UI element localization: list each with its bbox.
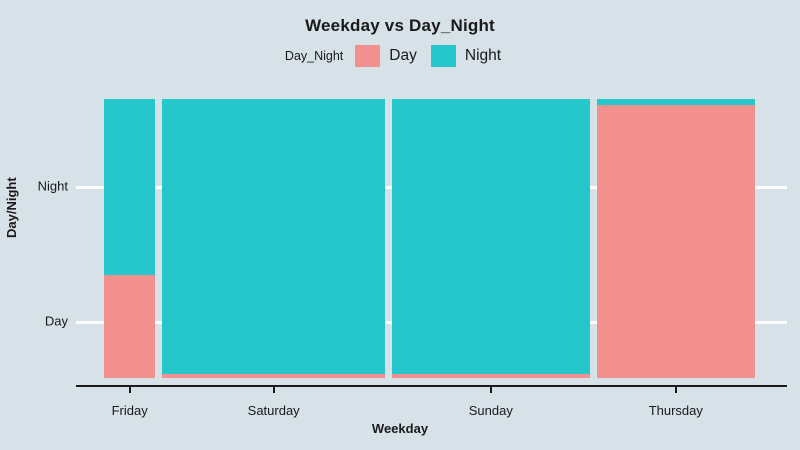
plot-area bbox=[76, 99, 787, 378]
x-tick-sunday bbox=[489, 387, 492, 393]
mosaic-tile-friday-night[interactable] bbox=[104, 99, 156, 276]
mosaic-column-friday[interactable] bbox=[104, 99, 156, 378]
chart-legend: Day_Night Day Night bbox=[0, 44, 800, 68]
mosaic-bars bbox=[76, 99, 787, 378]
legend-swatch-night bbox=[430, 45, 456, 67]
x-axis-title: Weekday bbox=[371, 421, 429, 436]
x-tick-friday bbox=[128, 387, 131, 393]
y-axis-ticks: Night Day bbox=[0, 0, 68, 450]
x-tick-label-friday: Friday bbox=[111, 403, 148, 418]
x-tick-label-thursday: Thursday bbox=[648, 403, 703, 418]
legend-item-night[interactable]: Night bbox=[430, 45, 502, 67]
legend-item-day[interactable]: Day bbox=[355, 45, 417, 67]
mosaic-column-sunday[interactable] bbox=[391, 99, 590, 378]
y-tick-label-night: Night bbox=[37, 178, 68, 194]
x-tick-saturday bbox=[272, 387, 275, 393]
mosaic-tile-saturday-day[interactable] bbox=[162, 374, 385, 378]
mosaic-tile-friday-day[interactable] bbox=[104, 275, 156, 378]
mosaic-tile-sunday-day[interactable] bbox=[391, 374, 590, 378]
mosaic-tile-thursday-night[interactable] bbox=[596, 99, 755, 106]
mosaic-tile-thursday-day[interactable] bbox=[596, 105, 755, 378]
mosaic-column-thursday[interactable] bbox=[596, 99, 755, 378]
legend-swatch-day bbox=[355, 45, 381, 67]
legend-label-night: Night bbox=[464, 47, 502, 64]
page-title: Weekday vs Day_Night bbox=[305, 16, 495, 35]
x-axis-line bbox=[76, 385, 787, 387]
legend-label-day: Day bbox=[389, 47, 417, 64]
x-tick-label-saturday: Saturday bbox=[247, 403, 300, 418]
y-axis-title: Day/Night bbox=[4, 177, 19, 238]
y-tick-label-day: Day bbox=[44, 313, 68, 329]
x-tick-label-sunday: Sunday bbox=[468, 403, 513, 418]
mosaic-tile-saturday-night[interactable] bbox=[162, 99, 385, 375]
mosaic-column-saturday[interactable] bbox=[162, 99, 385, 378]
x-tick-thursday bbox=[674, 387, 677, 393]
legend-title: Day_Night bbox=[284, 49, 344, 63]
mosaic-tile-sunday-night[interactable] bbox=[391, 99, 590, 375]
